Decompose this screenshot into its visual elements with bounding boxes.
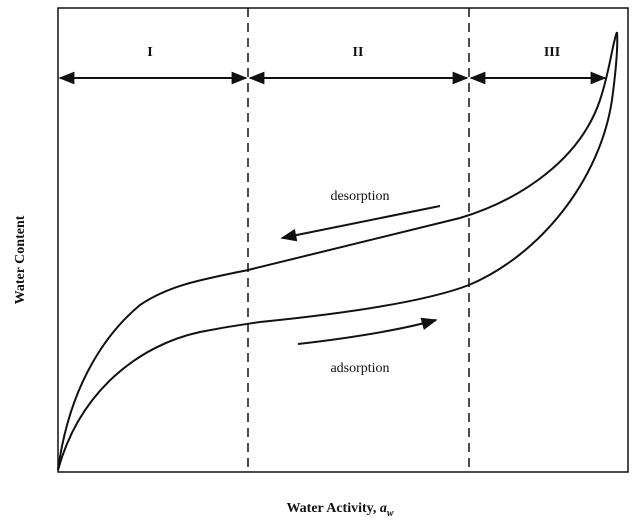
adsorption-curve: [58, 32, 617, 470]
x-label-symbol: a: [380, 501, 387, 516]
x-label-text: Water Activity,: [286, 501, 379, 516]
desorption-arrow: [282, 206, 440, 238]
region-label: III: [544, 45, 560, 60]
arrow-label: desorption: [330, 189, 389, 204]
arrow-label: adsorption: [330, 361, 389, 376]
diagram: I II III desorption adsorption Water Con…: [0, 0, 635, 522]
desorption-curve: [58, 32, 617, 470]
x-label-subscript: w: [387, 508, 394, 519]
region-label: II: [353, 45, 364, 60]
y-axis-label: Water Content: [13, 215, 28, 304]
adsorption-arrow: [298, 320, 436, 344]
region-label: I: [147, 45, 152, 60]
x-axis-label: Water Activity, aw: [286, 501, 393, 519]
page: {"regions": ["I", "II", "III"], "arrows"…: [0, 0, 635, 522]
